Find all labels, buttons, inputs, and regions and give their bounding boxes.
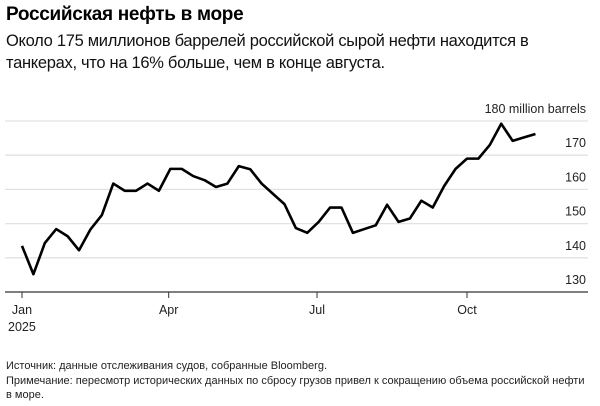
x-tick-label: Apr <box>159 303 178 317</box>
source-note: Источник: данные отслеживания судов, соб… <box>6 360 327 372</box>
x-tick-label: Oct <box>457 303 477 317</box>
chart-footer: Источник: данные отслеживания судов, соб… <box>6 359 591 403</box>
y-tick-label: 160 <box>565 170 586 184</box>
chart-subtitle: Около 175 миллионов баррелей российской … <box>6 32 529 72</box>
y-tick-label: 130 <box>565 273 586 287</box>
chart-title: Российская нефть в море <box>6 4 244 25</box>
data-line <box>20 122 536 276</box>
x-tick-label: Jul <box>309 303 325 317</box>
x-tick-sublabel: 2025 <box>8 320 36 334</box>
footnote: Примечание: пересмотр исторических данны… <box>6 374 585 402</box>
y-tick-label: 180 million barrels <box>485 102 586 116</box>
x-tick-label: Jan <box>12 303 32 317</box>
y-tick-label: 140 <box>565 239 586 253</box>
y-tick-label: 170 <box>565 136 586 150</box>
y-tick-label: 150 <box>565 205 586 219</box>
